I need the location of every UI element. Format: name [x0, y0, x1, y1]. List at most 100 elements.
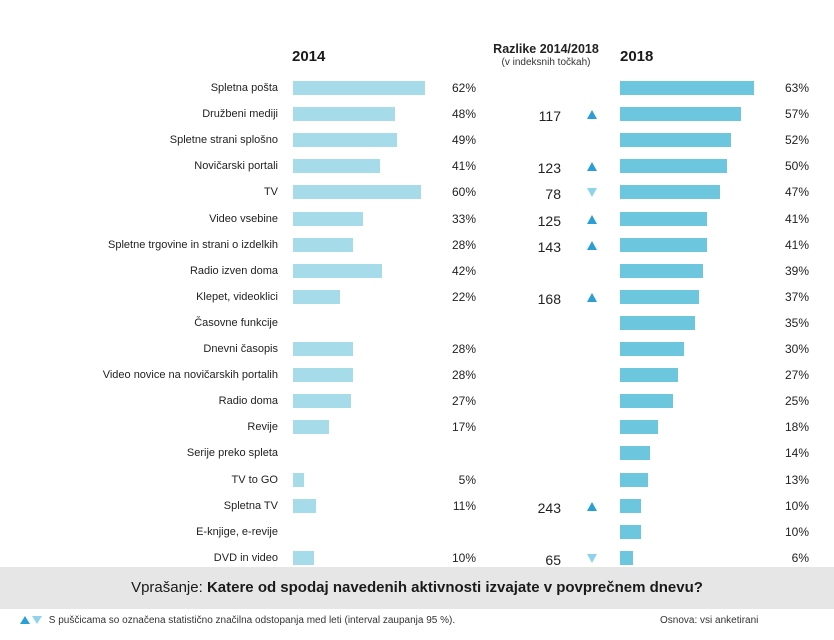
bar-2014	[293, 394, 351, 408]
bar-2014	[293, 212, 364, 226]
bar-2014	[293, 473, 304, 487]
row-label: Revije	[247, 421, 278, 433]
row-label: Radio izven doma	[189, 265, 278, 277]
row-label: DVD in video	[213, 552, 278, 564]
value-2018: 10%	[784, 525, 809, 539]
diff-index: 125	[537, 213, 561, 229]
bar-2018	[620, 525, 642, 539]
header-diff-note: (v indeksnih točkah)	[501, 57, 591, 68]
arrow-down-icon	[32, 616, 42, 625]
value-2014: 60%	[451, 185, 476, 199]
bar-2018	[620, 212, 708, 226]
row-label: TV to GO	[231, 474, 278, 486]
footer-base: Osnova: vsi anketirani	[660, 615, 759, 626]
value-2018: 25%	[784, 394, 809, 408]
bar-2018	[620, 316, 695, 330]
header-2018: 2018	[620, 48, 654, 65]
bar-2018	[620, 368, 678, 382]
bar-2014	[293, 290, 340, 304]
row-label: Spletne trgovine in strani o izdelkih	[108, 239, 278, 251]
bar-2018	[620, 499, 642, 513]
value-2014: 62%	[451, 81, 476, 95]
arrow-up-icon	[587, 241, 597, 250]
bar-2014	[293, 551, 315, 565]
value-2014: 49%	[451, 133, 476, 147]
footer-legend-text: S puščicama so označena statistično znač…	[48, 615, 456, 626]
diff-index: 243	[537, 500, 561, 516]
bar-2018	[620, 290, 699, 304]
value-2018: 30%	[784, 342, 809, 356]
value-2014: 28%	[451, 238, 476, 252]
bar-2014	[293, 159, 381, 173]
arrow-up-icon	[20, 616, 30, 625]
value-2014: 33%	[451, 212, 476, 226]
bar-2014	[293, 264, 383, 278]
value-2018: 41%	[784, 238, 809, 252]
diff-index: 65	[545, 552, 561, 568]
bar-2014	[293, 107, 396, 121]
value-2018: 47%	[784, 185, 809, 199]
bar-2018	[620, 159, 727, 173]
row-label: Družbeni mediji	[202, 108, 278, 120]
bar-2018	[620, 394, 674, 408]
bar-2018	[620, 342, 684, 356]
bar-2018	[620, 107, 742, 121]
bar-2018	[620, 551, 633, 565]
arrow-down-icon	[587, 188, 597, 197]
row-label: Serije preko spleta	[186, 447, 278, 459]
value-2014: 11%	[452, 499, 476, 513]
row-label: Video vsebine	[209, 213, 278, 225]
row-label: Spletna TV	[223, 500, 278, 512]
value-2014: 22%	[451, 290, 476, 304]
bar-2014	[293, 81, 426, 95]
bar-2018	[620, 133, 731, 147]
value-2018: 52%	[784, 133, 809, 147]
row-label: Klepet, videoklici	[196, 291, 278, 303]
value-2018: 37%	[784, 290, 809, 304]
value-2018: 13%	[784, 473, 809, 487]
value-2018: 6%	[791, 551, 809, 565]
value-2014: 28%	[451, 368, 476, 382]
value-2018: 57%	[784, 107, 809, 121]
value-2018: 14%	[784, 446, 809, 460]
diff-index: 117	[538, 108, 561, 124]
arrow-up-icon	[587, 215, 597, 224]
footer-legend: S puščicama so označena statistično znač…	[20, 615, 455, 627]
bar-2014	[293, 185, 421, 199]
bar-2018	[620, 420, 659, 434]
bar-2018	[620, 185, 721, 199]
bar-2014	[293, 368, 353, 382]
arrow-up-icon	[587, 293, 597, 302]
arrow-up-icon	[587, 110, 597, 119]
arrow-down-icon	[587, 554, 597, 563]
bar-2018	[620, 81, 755, 95]
diff-index: 143	[537, 239, 561, 255]
row-label: Radio doma	[218, 395, 278, 407]
question-box: Vprašanje: Katere od spodaj navedenih ak…	[0, 567, 834, 609]
diff-index: 78	[545, 186, 561, 202]
row-label: Video novice na novičarskih portalih	[102, 369, 278, 381]
value-2018: 39%	[784, 264, 809, 278]
value-2018: 41%	[784, 212, 809, 226]
bar-2014	[293, 133, 398, 147]
row-label: Časovne funkcije	[194, 317, 278, 329]
row-label: Novičarski portali	[194, 160, 278, 172]
value-2014: 28%	[451, 342, 476, 356]
value-2014: 10%	[451, 551, 476, 565]
row-label: Spletna pošta	[210, 82, 278, 94]
value-2014: 42%	[451, 264, 476, 278]
arrow-up-icon	[587, 502, 597, 511]
value-2018: 50%	[784, 159, 809, 173]
value-2018: 18%	[784, 420, 809, 434]
value-2018: 35%	[784, 316, 809, 330]
bar-2014	[293, 499, 317, 513]
value-2014: 17%	[451, 420, 476, 434]
value-2014: 48%	[451, 107, 476, 121]
diff-index: 168	[537, 291, 561, 307]
row-label: E-knjige, e-revije	[196, 526, 278, 538]
bar-2014	[293, 420, 330, 434]
question-text: Katere od spodaj navedenih aktivnosti iz…	[206, 579, 703, 596]
value-2014: 41%	[451, 159, 476, 173]
row-label: TV	[263, 186, 278, 198]
bar-2018	[620, 238, 708, 252]
